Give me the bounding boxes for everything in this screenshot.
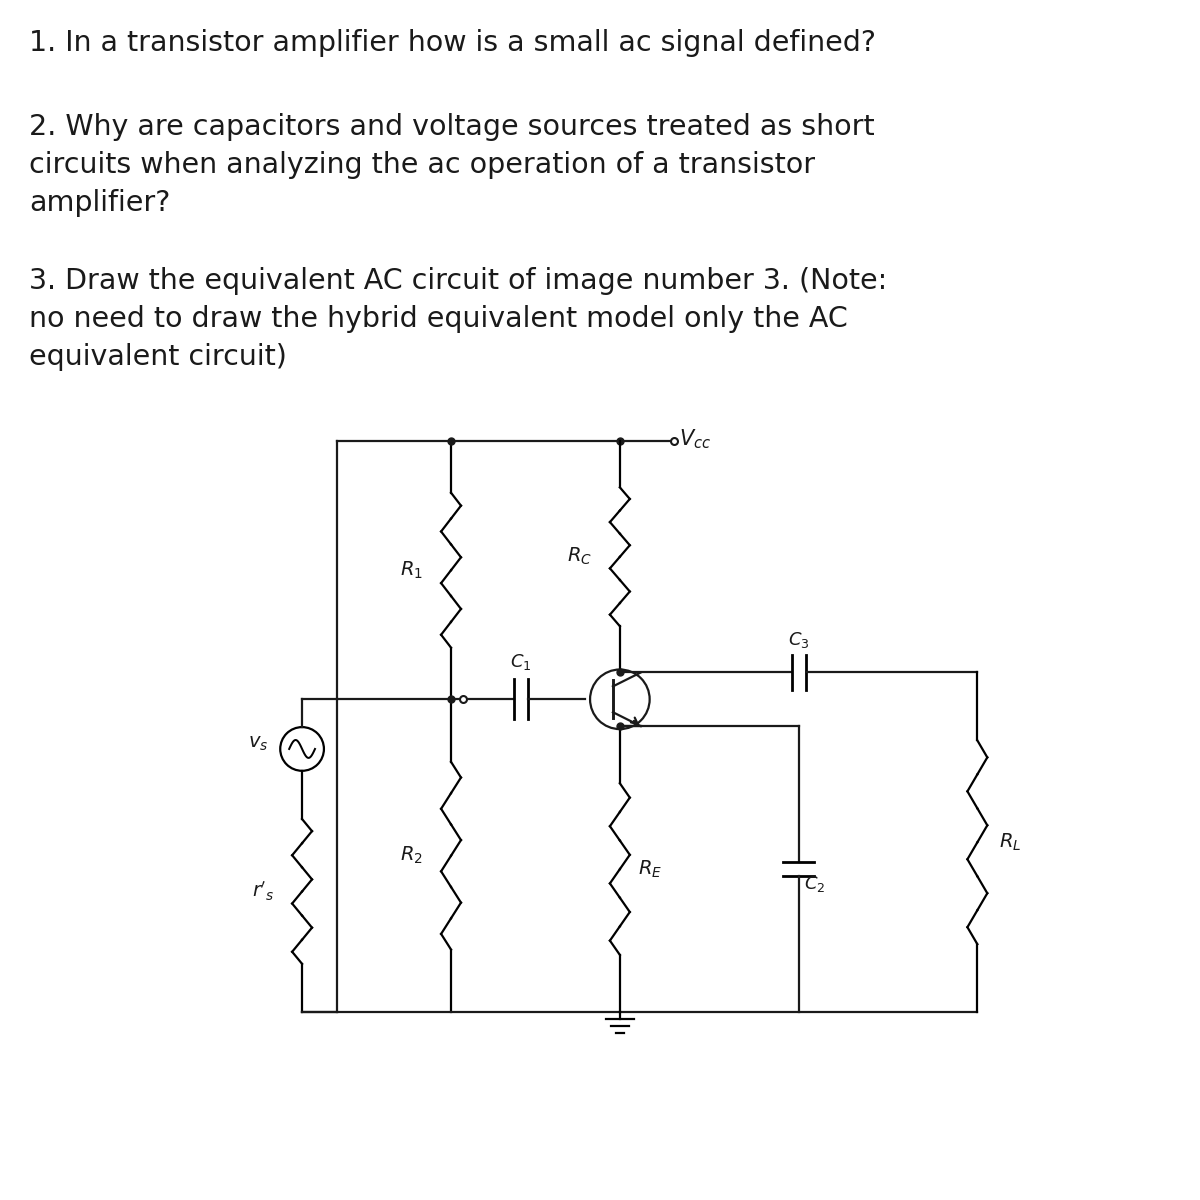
Text: $R_2$: $R_2$ (401, 845, 424, 866)
Text: 1. In a transistor amplifier how is a small ac signal defined?: 1. In a transistor amplifier how is a sm… (29, 29, 876, 56)
Text: $C_3$: $C_3$ (788, 630, 809, 649)
Text: $R_L$: $R_L$ (1000, 832, 1021, 853)
Text: $R_1$: $R_1$ (401, 559, 424, 581)
Text: $v_s$: $v_s$ (248, 734, 269, 754)
Text: 2. Why are capacitors and voltage sources treated as short
circuits when analyzi: 2. Why are capacitors and voltage source… (29, 114, 875, 217)
Text: 3. Draw the equivalent AC circuit of image number 3. (Note:
no need to draw the : 3. Draw the equivalent AC circuit of ima… (29, 268, 887, 371)
Text: $C_2$: $C_2$ (804, 874, 824, 894)
Text: $R_C$: $R_C$ (568, 546, 592, 568)
Text: $R_E$: $R_E$ (637, 858, 662, 880)
Text: $r'_s$: $r'_s$ (252, 880, 275, 904)
Text: $C_1$: $C_1$ (510, 653, 532, 672)
Text: $V_{cc}$: $V_{cc}$ (679, 427, 712, 451)
